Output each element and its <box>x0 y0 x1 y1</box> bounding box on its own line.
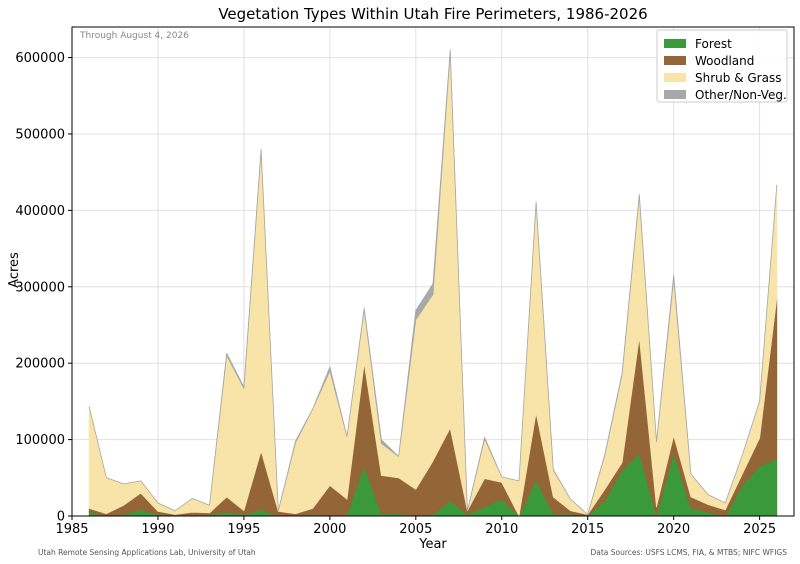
footer-credit: Utah Remote Sensing Applications Lab, Un… <box>38 548 256 557</box>
area-other-non-veg <box>88 49 778 515</box>
x-tick-label: 2020 <box>657 522 690 537</box>
legend-label-other-non-veg: Other/Non-Veg. <box>695 88 787 102</box>
legend-swatch-other-non-veg <box>664 90 686 99</box>
legend: Forest Woodland Shrub & Grass Other/Non-Veg… <box>656 29 788 103</box>
x-tick-label: 2015 <box>571 522 604 537</box>
legend-label-shrub-grass: Shrub & Grass <box>695 71 781 85</box>
y-axis-ticks: 0 100000 200000 300000 400000 500000 600000 <box>15 51 72 525</box>
x-tick-label: 2025 <box>743 522 776 537</box>
legend-box <box>656 29 788 103</box>
y-tick-label: 400000 <box>15 204 65 219</box>
chart-title: Vegetation Types Within Utah Fire Perime… <box>218 5 647 23</box>
legend-swatch-forest <box>664 39 686 48</box>
y-tick-label: 100000 <box>15 433 65 448</box>
y-tick-label: 0 <box>57 510 65 525</box>
x-tick-label: 2000 <box>313 522 346 537</box>
x-tick-label: 1985 <box>55 522 88 537</box>
date-annotation: Through August 4, 2026 <box>79 31 189 41</box>
plot-frame <box>71 26 795 517</box>
legend-label-forest: Forest <box>695 37 732 51</box>
legend-swatch-shrub-grass <box>664 73 686 82</box>
y-axis-label: Acres <box>7 252 22 288</box>
x-tick-label: 1995 <box>227 522 260 537</box>
x-axis-ticks: 1985 1990 1995 2000 2005 2010 2015 2020 2025 <box>55 516 776 537</box>
x-tick-label: 2005 <box>399 522 432 537</box>
x-tick-label: 1990 <box>141 522 174 537</box>
plot-area: 1985 1990 1995 2000 2005 2010 2015 2020 2025 0 10… <box>15 26 795 537</box>
footer-sources: Data Sources: USFS LCMS, FIA, & MTBS; NI… <box>590 548 787 557</box>
legend-swatch-woodland <box>664 56 686 65</box>
x-tick-label: 2010 <box>485 522 518 537</box>
y-tick-label: 600000 <box>15 51 65 66</box>
y-tick-label: 200000 <box>15 357 65 372</box>
x-axis-label: Year <box>418 537 447 552</box>
legend-label-woodland: Woodland <box>695 54 754 68</box>
y-tick-label: 500000 <box>15 127 65 142</box>
y-tick-label: 300000 <box>15 280 65 295</box>
